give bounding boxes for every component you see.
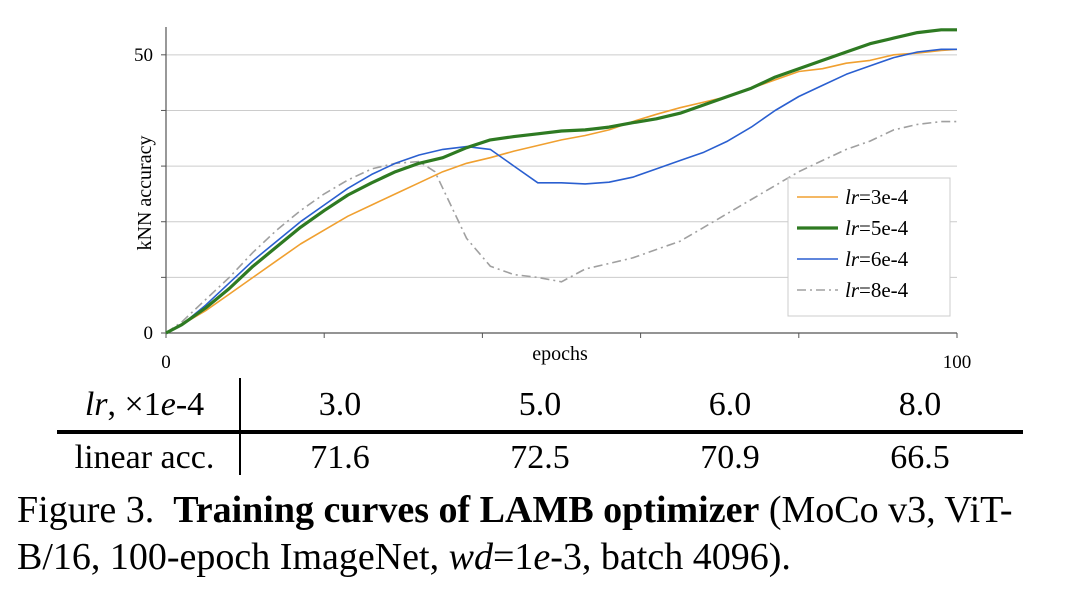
- caption-prefix: Figure 3.: [17, 489, 155, 531]
- legend: lr=3e-4 lr=5e-4 lr=6e-4 lr=8e-4: [787, 177, 951, 317]
- series-line-lr=8e-4: [165, 120, 957, 334]
- caption-text: (MoCo v3, ViT-B/16, 100-epoch ImageNet,: [17, 489, 1013, 578]
- table-rule: [57, 430, 1023, 434]
- table-cell: 66.5: [890, 439, 950, 476]
- legend-entry-label: lr=8e-4: [845, 278, 909, 302]
- results-table: lr, ×1e-4 3.0 5.0 6.0 8.0 linear acc. 71…: [57, 378, 1023, 478]
- table-row-label: linear acc.: [74, 439, 215, 476]
- table-header-cell: 6.0: [708, 386, 752, 423]
- legend-entry-label: lr=5e-4: [845, 216, 909, 240]
- caption-wd-equals: =1: [492, 536, 534, 578]
- chart-plot: 0 100 0 50 kNN accuracy epochs lr=3e-4 lr=5e…: [134, 27, 971, 373]
- y-axis-label: kNN accuracy: [134, 136, 156, 251]
- caption-tail: -3, batch 4096).: [550, 536, 791, 578]
- series-line-lr=5e-4: [165, 28, 957, 335]
- legend-entry-label: lr=3e-4: [845, 185, 909, 209]
- series-lines: [165, 28, 958, 335]
- tick-labels: 0 100 0 50: [134, 45, 971, 373]
- axes: [161, 27, 958, 338]
- series-line-lr=3e-4: [165, 48, 958, 334]
- figure-caption: Figure 3. Training curves of LAMB optimi…: [17, 487, 1067, 581]
- table-header-cell: 8.0: [898, 386, 942, 423]
- lr-exponent-symbol: e: [160, 386, 176, 423]
- lr-multiplier: , ×1: [107, 386, 161, 423]
- caption-wd-variable: wd: [448, 536, 493, 578]
- table-header-cell: 5.0: [518, 386, 562, 423]
- legend-box: [787, 177, 951, 317]
- legend-entry-label: lr=6e-4: [845, 247, 909, 271]
- table-header-cell: 3.0: [318, 386, 362, 423]
- table-header-label: lr, ×1e-4: [57, 385, 232, 425]
- x-axis-label: epochs: [532, 343, 588, 365]
- x-tick-label: 100: [943, 352, 972, 373]
- lr-variable: lr: [84, 386, 108, 423]
- x-tick-label: 0: [161, 352, 171, 373]
- y-tick-label: 0: [144, 323, 154, 344]
- table-cell: 71.6: [310, 439, 370, 476]
- caption-title: Training curves of LAMB optimizer: [173, 489, 760, 531]
- table-cell: 72.5: [510, 439, 570, 476]
- lr-exponent-value: -4: [175, 386, 205, 423]
- caption-wd-exponent: e: [533, 536, 551, 578]
- y-tick-label: 50: [134, 45, 153, 66]
- table-cell: 70.9: [700, 439, 760, 476]
- table-vertical-rule: [239, 378, 241, 475]
- series-line-lr=6e-4: [165, 48, 957, 334]
